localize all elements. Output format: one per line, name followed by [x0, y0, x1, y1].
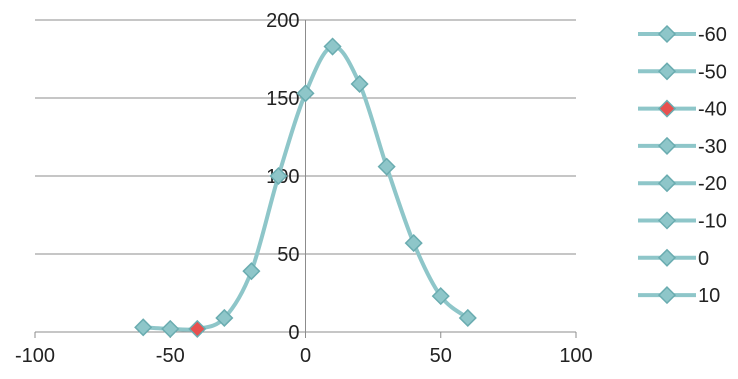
legend-diamond-icon [657, 211, 677, 230]
legend-label: -60 [698, 24, 727, 46]
legend-diamond-icon [657, 136, 677, 155]
y-tick-label: 200 [266, 10, 299, 32]
data-point [323, 37, 342, 56]
x-tick-label: 50 [430, 345, 452, 367]
legend-label: 0 [698, 248, 709, 270]
legend-entry: 0 [638, 248, 709, 270]
legend-diamond-icon [657, 99, 677, 118]
legend-entry: -20 [638, 173, 727, 195]
x-tick-label: -50 [156, 345, 185, 367]
legend-diamond-icon [657, 248, 677, 267]
data-point [296, 84, 315, 103]
legend-label: -50 [698, 61, 727, 83]
legend-entry: -30 [638, 136, 727, 158]
legend-entry: -40 [638, 99, 727, 121]
x-tick-label: -100 [15, 345, 55, 367]
data-point [242, 262, 261, 281]
legend-entry: 10 [638, 285, 720, 307]
legend-label: -20 [698, 173, 727, 195]
legend-label: 10 [698, 285, 720, 307]
legend-label: -10 [698, 211, 727, 233]
legend-diamond-icon [657, 62, 677, 81]
y-tick-label: 0 [288, 322, 299, 344]
data-point [269, 166, 288, 186]
legend-label: -40 [698, 99, 727, 121]
data-point [458, 308, 477, 328]
legend-diamond-icon [657, 24, 677, 44]
legend-diamond-icon [657, 286, 677, 305]
data-point [377, 157, 396, 176]
axis-layer: -100-50050100050100150200 [15, 10, 593, 367]
y-tick-label: 150 [266, 88, 299, 110]
legend-label: -30 [698, 136, 727, 158]
legend-entry: -50 [638, 61, 727, 83]
legend-entry: -10 [638, 211, 727, 233]
legend-entry: -60 [638, 24, 727, 46]
x-tick-label: 0 [300, 345, 311, 367]
legend-diamond-icon [657, 174, 677, 193]
data-point [161, 319, 180, 338]
legend-layer: -60 -50 -40 -30 -20 -10 0 10 [638, 24, 727, 307]
marker-layer [134, 37, 477, 338]
data-point [404, 234, 423, 253]
y-tick-label: 50 [277, 244, 299, 266]
data-point [134, 318, 153, 337]
data-point [215, 308, 234, 328]
data-point [350, 74, 369, 94]
data-point-highlighted [188, 319, 207, 338]
data-point [431, 287, 450, 306]
x-tick-label: 100 [559, 345, 592, 367]
